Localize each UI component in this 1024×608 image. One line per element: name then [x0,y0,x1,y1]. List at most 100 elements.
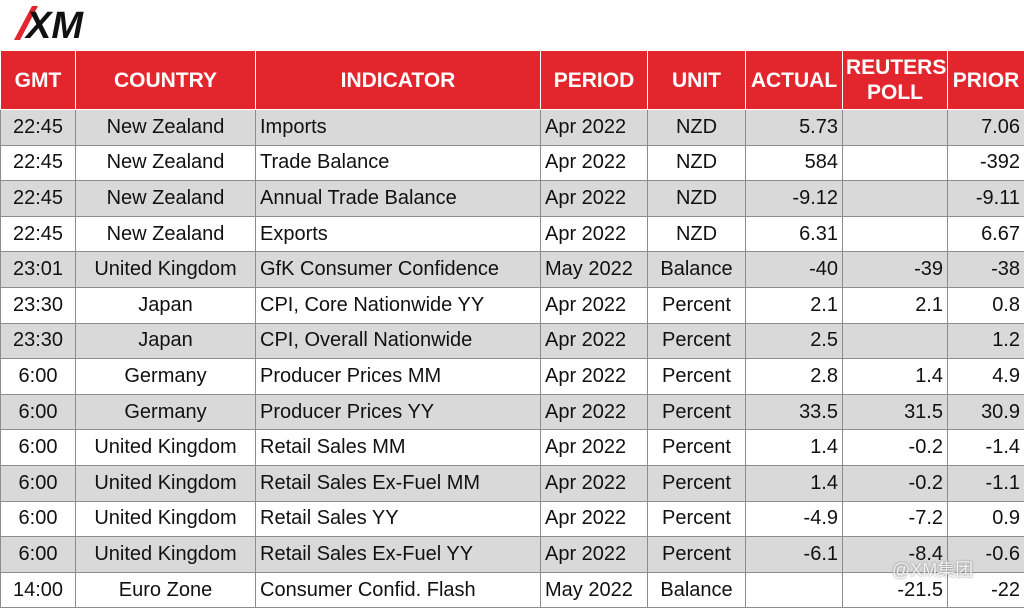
table-cell: Apr 2022 [541,181,648,217]
table-cell: 584 [746,145,843,181]
table-cell: -9.11 [948,181,1024,217]
column-header: GMT [1,51,76,110]
table-cell: Apr 2022 [541,501,648,537]
table-cell: 23:30 [1,323,76,359]
table-cell: 5.73 [746,110,843,146]
table-cell: Apr 2022 [541,287,648,323]
table-cell: -392 [948,145,1024,181]
table-cell: Apr 2022 [541,430,648,466]
table-cell: 4.9 [948,359,1024,395]
table-cell: 6.67 [948,216,1024,252]
table-cell: Apr 2022 [541,145,648,181]
table-cell: Balance [648,252,746,288]
table-cell: 6:00 [1,465,76,501]
table-cell: 6:00 [1,501,76,537]
table-cell: 1.4 [746,430,843,466]
table-cell: 30.9 [948,394,1024,430]
table-cell [843,323,948,359]
table-cell: Retail Sales Ex-Fuel YY [256,537,541,573]
table-cell: 2.5 [746,323,843,359]
table-cell: Germany [76,394,256,430]
table-cell: 2.8 [746,359,843,395]
table-cell: 7.06 [948,110,1024,146]
table-cell: 2.1 [746,287,843,323]
table-cell: 6:00 [1,359,76,395]
table-cell: Apr 2022 [541,465,648,501]
table-cell: Percent [648,359,746,395]
table-cell: -1.1 [948,465,1024,501]
table-cell [843,110,948,146]
table-cell: CPI, Core Nationwide YY [256,287,541,323]
table-cell: Percent [648,537,746,573]
table-cell: 6:00 [1,430,76,466]
table-cell: Percent [648,323,746,359]
table-cell: 23:01 [1,252,76,288]
table-cell: 0.8 [948,287,1024,323]
table-cell: Exports [256,216,541,252]
table-cell: NZD [648,181,746,217]
table-cell: -39 [843,252,948,288]
table-cell: Percent [648,394,746,430]
table-cell: 22:45 [1,181,76,217]
table-cell: Percent [648,430,746,466]
table-cell: Retail Sales Ex-Fuel MM [256,465,541,501]
column-header: UNIT [648,51,746,110]
table-cell: Trade Balance [256,145,541,181]
table-cell: -6.1 [746,537,843,573]
table-cell: New Zealand [76,181,256,217]
table-cell: Balance [648,572,746,608]
table-cell: United Kingdom [76,537,256,573]
table-cell: 22:45 [1,110,76,146]
table-cell: Apr 2022 [541,323,648,359]
logo: XM [10,0,110,46]
table-cell: NZD [648,216,746,252]
table-cell: -9.12 [746,181,843,217]
table-cell: United Kingdom [76,501,256,537]
table-cell: Germany [76,359,256,395]
column-header: PERIOD [541,51,648,110]
table-cell: -0.2 [843,465,948,501]
table-cell: NZD [648,145,746,181]
column-header: INDICATOR [256,51,541,110]
table-cell: CPI, Overall Nationwide [256,323,541,359]
table-cell: Retail Sales MM [256,430,541,466]
table-cell: Consumer Confid. Flash [256,572,541,608]
table-cell: Apr 2022 [541,394,648,430]
table-cell: Imports [256,110,541,146]
table-cell: 6:00 [1,394,76,430]
table-cell [746,572,843,608]
table-cell: 6:00 [1,537,76,573]
table-cell: Japan [76,287,256,323]
table-cell: Percent [648,465,746,501]
table-cell: 33.5 [746,394,843,430]
table-cell: 0.9 [948,501,1024,537]
table-cell: -7.2 [843,501,948,537]
table-cell [843,181,948,217]
table-cell: May 2022 [541,572,648,608]
table-cell [843,145,948,181]
table-cell: May 2022 [541,252,648,288]
table-cell: Producer Prices YY [256,394,541,430]
table-cell: 23:30 [1,287,76,323]
table-cell: Apr 2022 [541,110,648,146]
column-header: REUTERS POLL [843,51,948,110]
table-cell: 6.31 [746,216,843,252]
logo-text: XM [24,5,84,46]
table-cell: 1.4 [746,465,843,501]
table-cell: United Kingdom [76,430,256,466]
table-cell: Producer Prices MM [256,359,541,395]
table-cell: United Kingdom [76,252,256,288]
table-cell: 31.5 [843,394,948,430]
table-cell: 22:45 [1,216,76,252]
